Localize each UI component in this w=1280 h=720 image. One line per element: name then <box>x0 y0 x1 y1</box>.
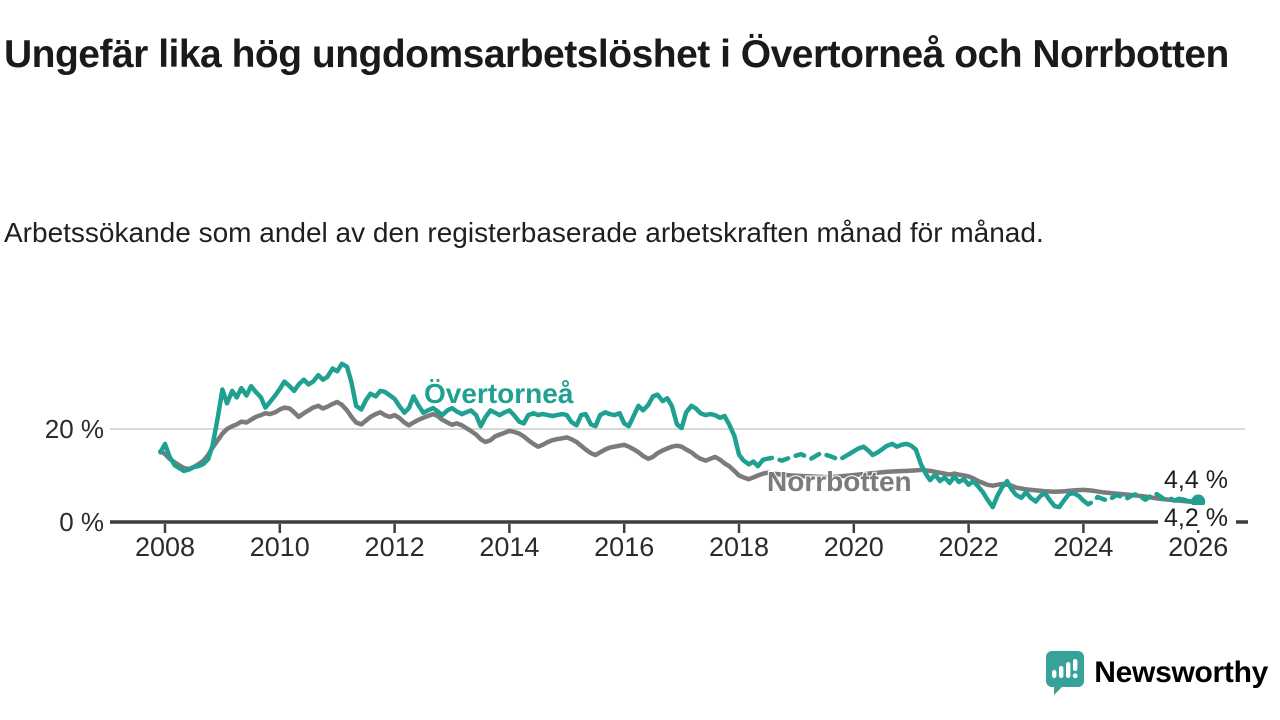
newsworthy-logo[interactable]: Newsworthy <box>1044 650 1268 696</box>
x-tick-label: 2008 <box>135 532 195 562</box>
newsworthy-logo-icon <box>1046 651 1085 695</box>
y-tick-label: 20 % <box>45 414 104 444</box>
series-label-overtornea: Övertorneå <box>424 378 574 409</box>
series-line-overtornea <box>158 361 766 474</box>
y-tick-label: 0 % <box>59 507 104 537</box>
end-value-label-norrbotten: 4,2 % <box>1164 504 1228 532</box>
x-tick-label: 2014 <box>479 532 539 562</box>
axis-labels: 0 % 20 % 2008 2010 2012 2014 2016 2018 2020 2022 2… <box>45 414 1229 562</box>
series-line-overtornea <box>760 450 852 463</box>
newsworthy-logo-text: Newsworthy <box>1094 656 1268 689</box>
series-line-norrbotten <box>158 399 1201 505</box>
series-line-overtornea <box>846 441 1086 510</box>
series-line-overtornea <box>1081 490 1177 507</box>
series-label-norrbotten: Norrbotten <box>767 466 912 497</box>
end-value-label-backdrop <box>1158 505 1236 530</box>
x-tick-label: 2022 <box>939 532 999 562</box>
x-tick-label: 2012 <box>365 532 425 562</box>
x-tick-label: 2018 <box>709 532 769 562</box>
chart-subtitle: Arbetssökande som andel av den registerb… <box>4 217 1044 248</box>
x-tick-label: 2010 <box>250 532 310 562</box>
data-series <box>158 361 1206 510</box>
chart-title: Ungefär lika hög ungdomsarbetslöshet i Ö… <box>4 33 1229 76</box>
chart-canvas: 0 % 20 % 2008 2010 2012 2014 2016 2018 2020 2022 2… <box>45 361 1248 562</box>
x-tick-label: 2024 <box>1053 532 1113 562</box>
x-tick-label: 2020 <box>824 532 884 562</box>
x-tick-label: 2016 <box>594 532 654 562</box>
line-chart: 0 % 20 % 2008 2010 2012 2014 2016 2018 2020 2022 2… <box>0 330 1280 605</box>
x-tick-label: 2026 <box>1168 532 1228 562</box>
end-value-label-overtornea: 4,4 % <box>1164 466 1228 494</box>
